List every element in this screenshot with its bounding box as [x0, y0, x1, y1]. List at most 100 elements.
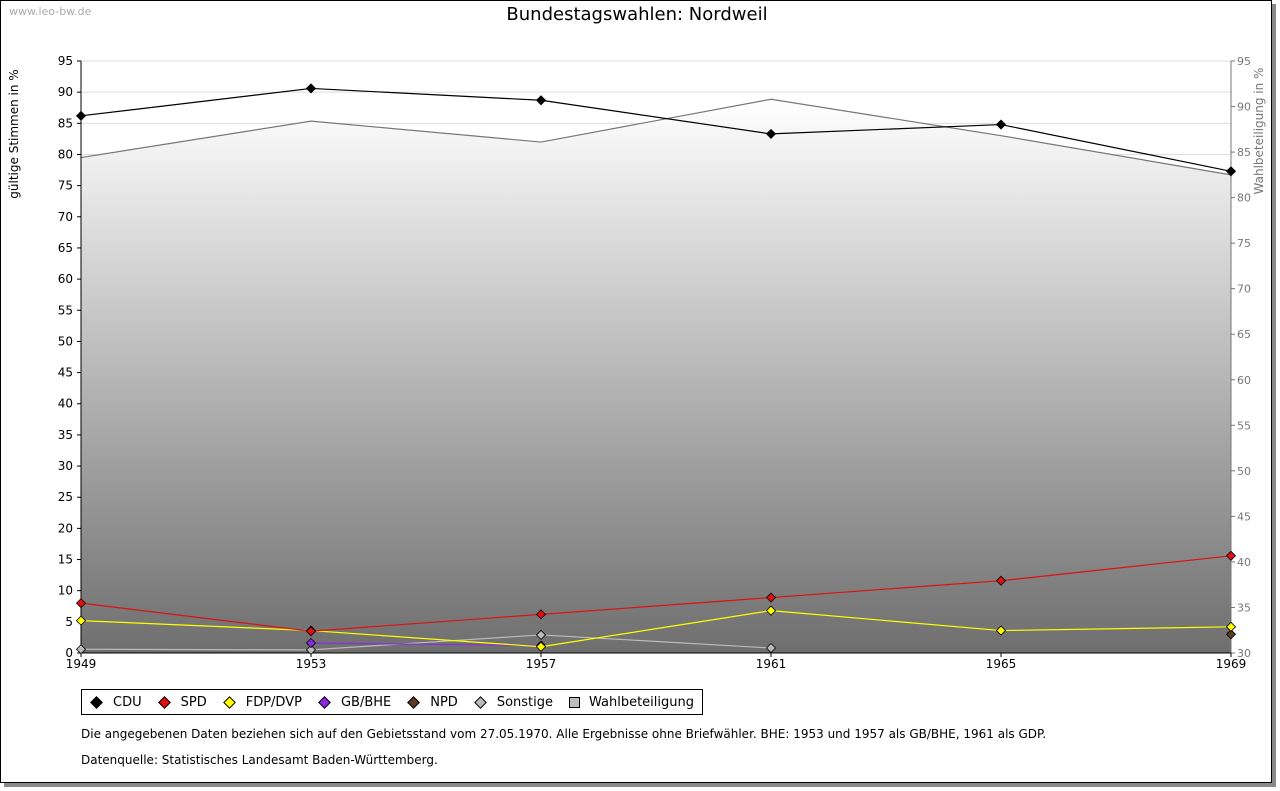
data-point — [995, 625, 1007, 636]
series-cdu — [75, 83, 1237, 177]
data-point — [1225, 621, 1237, 632]
legend-marker — [157, 695, 171, 709]
series-segment — [1000, 555, 1232, 582]
data-point — [1225, 166, 1237, 177]
x-tick-label: 1957 — [526, 657, 557, 671]
data-point — [75, 644, 87, 655]
y-tick-label: 85 — [58, 116, 73, 130]
series-segment — [770, 580, 1002, 599]
y-tick-label: 90 — [58, 85, 73, 99]
series-segment — [310, 642, 542, 647]
series-segment — [80, 602, 312, 632]
data-point — [75, 598, 87, 609]
series-segment — [80, 87, 312, 117]
data-point — [765, 128, 777, 139]
data-point — [995, 119, 1007, 130]
legend-item: CDU — [88, 695, 142, 710]
y-tick-label: 10 — [58, 584, 73, 598]
legend-item: NPD — [405, 695, 458, 710]
legend-marker — [318, 695, 331, 709]
series-segment — [310, 87, 542, 101]
series-segment — [1000, 626, 1232, 632]
legend-label: Sonstige — [496, 694, 553, 710]
legend-label: SPD — [180, 694, 207, 710]
y-tick-label: 35 — [58, 428, 73, 442]
data-point — [995, 575, 1007, 586]
source-text: Datenquelle: Statistisches Landesamt Bad… — [81, 753, 438, 767]
series-lines — [75, 83, 1237, 655]
series-segment — [310, 634, 542, 651]
legend-label: CDU — [113, 694, 142, 710]
series-segment — [540, 610, 772, 648]
y2-tick-label: 85 — [1237, 146, 1251, 159]
data-point — [535, 95, 547, 106]
y2-tick-label: 30 — [1237, 647, 1251, 660]
y-tick-label: 0 — [65, 646, 73, 660]
y2-tick-label: 40 — [1237, 556, 1251, 569]
y2-tick-label: 95 — [1237, 55, 1251, 68]
watermark: www.leo-bw.de — [9, 5, 92, 18]
y-tick-label: 30 — [58, 459, 73, 473]
chart-title: Bundestagswahlen: Nordweil — [506, 4, 768, 25]
y-tick-label: 60 — [58, 272, 73, 286]
y2-tick-label: 60 — [1237, 374, 1251, 387]
legend-marker — [90, 695, 103, 709]
series-segment — [80, 619, 312, 632]
y-tick-label: 5 — [65, 615, 73, 629]
y2-tick-label: 90 — [1237, 101, 1251, 114]
y2-tick-label: 55 — [1237, 419, 1251, 432]
legend-item: GB/BHE — [316, 695, 391, 710]
legend-label: NPD — [430, 694, 458, 710]
legend-marker — [407, 695, 421, 709]
data-point — [305, 637, 317, 649]
series-segment — [310, 613, 542, 632]
y-tick-label: 70 — [58, 210, 73, 224]
y2-tick-label: 80 — [1237, 192, 1251, 205]
footnote-text: Die angegebenen Daten beziehen sich auf … — [81, 727, 1047, 741]
y-tick-label: 95 — [58, 54, 73, 68]
series-segment — [540, 634, 772, 649]
y-tick-label: 40 — [58, 397, 73, 411]
series-segment — [770, 123, 1002, 135]
y-axis-label: gültige Stimmen in % — [7, 69, 21, 198]
series-segment — [770, 610, 1002, 632]
data-point — [765, 592, 777, 603]
legend-marker — [473, 695, 487, 709]
legend-marker — [222, 695, 236, 709]
x-tick-label: 1969 — [1216, 657, 1247, 671]
y-tick-label: 20 — [58, 521, 73, 535]
y-tick-label: 50 — [58, 334, 73, 348]
legend-item: SPD — [156, 695, 207, 710]
y2-tick-label: 75 — [1237, 237, 1251, 250]
y-tick-label: 25 — [58, 490, 73, 504]
data-point — [1225, 629, 1237, 640]
y-tick-label: 80 — [58, 147, 73, 161]
turnout-line — [80, 98, 1232, 176]
y2-tick-label: 35 — [1237, 601, 1251, 614]
series-fdp-dvp — [75, 605, 1237, 652]
x-tick-label: 1965 — [986, 657, 1017, 671]
y-tick-label: 15 — [58, 553, 73, 567]
y2-tick-label: 70 — [1237, 283, 1251, 296]
tick-labels: 0 5 10 15 20 25 30 35 40 45 50 55 60 65 70 75 80 85 90 95 30… — [58, 54, 1251, 671]
series-spd — [75, 550, 1237, 637]
data-point — [535, 609, 547, 620]
chart-svg: 0 5 10 15 20 25 30 35 40 45 50 55 60 65 70 75 80 85 90 95 30… — [7, 54, 1266, 671]
turnout-area-fill — [81, 99, 1231, 653]
series-segment — [540, 99, 772, 135]
y2-axis-label: Wahlbeteiligung in % — [1252, 68, 1266, 195]
x-tick-label: 1953 — [296, 657, 327, 671]
y-tick-label: 65 — [58, 241, 73, 255]
data-point — [305, 644, 317, 655]
data-point — [535, 629, 547, 640]
data-point — [305, 83, 317, 94]
series-npd — [1225, 629, 1237, 640]
turnout-area — [80, 98, 1232, 653]
y2-tick-label: 50 — [1237, 465, 1251, 478]
x-tick-label: 1961 — [756, 657, 787, 671]
data-point — [305, 626, 317, 637]
data-point — [765, 605, 777, 616]
data-point — [75, 615, 87, 626]
y-tick-label: 55 — [58, 303, 73, 317]
